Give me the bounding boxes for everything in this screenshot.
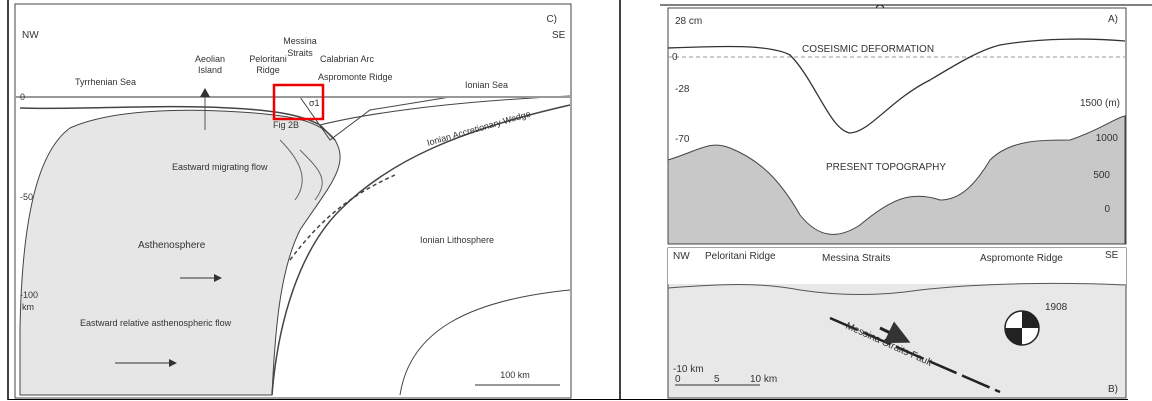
label: 1500 (m): [1080, 98, 1120, 109]
label: Peloritani: [249, 54, 287, 64]
label: 28 cm: [675, 16, 702, 27]
panel-b: NW Peloritani Ridge Messina Straits Aspr…: [668, 248, 1126, 398]
label: -28: [675, 84, 690, 95]
label: 10 km: [750, 374, 777, 385]
label: NW: [22, 30, 39, 41]
label: Asthenosphere: [138, 240, 206, 251]
label: Aspromonte Ridge: [318, 72, 393, 82]
label: Calabrian Arc: [320, 54, 375, 64]
label: -70: [675, 134, 690, 145]
label: SE: [552, 30, 566, 41]
label: SE: [1105, 250, 1119, 261]
label: Eastward migrating flow: [172, 162, 268, 172]
label: 1000: [1096, 133, 1119, 144]
label: Straits: [287, 48, 313, 58]
label: Peloritani Ridge: [705, 251, 776, 262]
label: Messina Straits: [822, 253, 890, 264]
label: NW: [673, 251, 690, 262]
panel-a: A) 28 cm 0 -28 -70 COSEISMIC DEFORMATION…: [668, 8, 1126, 244]
label: 0: [1104, 204, 1110, 215]
label: Ionian Sea: [465, 80, 508, 90]
label: 0: [675, 374, 681, 385]
label: km: [22, 302, 34, 312]
label: 0: [20, 92, 25, 102]
panel-label: C): [546, 14, 557, 25]
panel-c: C) NW SE Tyrrhenian Sea Aeolian Island P…: [15, 4, 571, 398]
label: 500: [1093, 170, 1110, 181]
label: -100: [20, 290, 38, 300]
label: Eastward relative asthenospheric flow: [80, 318, 232, 328]
label: Island: [198, 65, 222, 75]
panel-label: A): [1108, 14, 1118, 25]
label: Tyrrhenian Sea: [75, 77, 136, 87]
label: Messina: [283, 36, 317, 46]
label: PRESENT TOPOGRAPHY: [826, 162, 946, 173]
label: Aspromonte Ridge: [980, 253, 1063, 264]
label: σ1: [309, 98, 320, 108]
label: 0: [672, 52, 678, 63]
figure: C) NW SE Tyrrhenian Sea Aeolian Island P…: [0, 0, 1152, 401]
label: 100 km: [500, 370, 530, 380]
label: -50: [20, 192, 33, 202]
label: 1908: [1045, 302, 1068, 313]
label: COSEISMIC DEFORMATION: [802, 44, 934, 55]
label: 5: [714, 374, 720, 385]
label: Fig 2B: [273, 120, 299, 130]
panel-label: B): [1108, 384, 1118, 395]
label: Ridge: [256, 65, 280, 75]
label: Ionian Lithosphere: [420, 235, 494, 245]
label: Aeolian: [195, 54, 225, 64]
